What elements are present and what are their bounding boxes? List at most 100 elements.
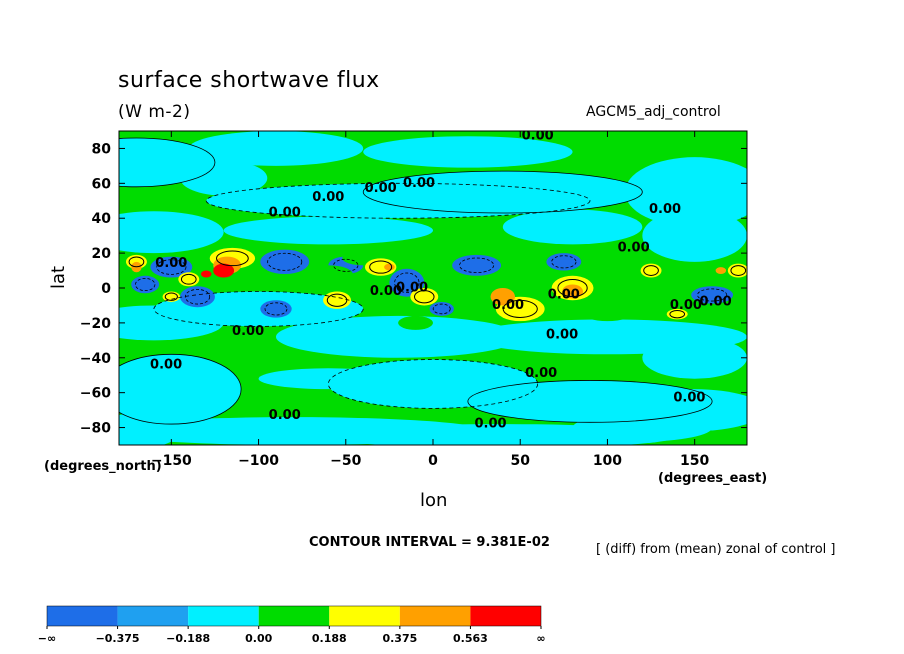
x-tick-label-6: 150 xyxy=(680,453,709,469)
field-red-1 xyxy=(200,270,212,278)
contour-neg-2 xyxy=(333,258,359,272)
colorbar-label-6: 0.563 xyxy=(453,632,488,645)
field-cyan-23 xyxy=(119,413,181,445)
y-tick-label-8: −80 xyxy=(80,421,111,437)
colorbar-swatch-4 xyxy=(329,606,400,626)
contour-label-18: 0.00 xyxy=(673,390,705,405)
colorbar-label-4: 0.188 xyxy=(312,632,347,645)
contour-label-5: 0.00 xyxy=(649,202,681,217)
field-cyan-1 xyxy=(188,131,364,166)
contour-pos-2 xyxy=(180,273,197,285)
contour-label-3: 0.00 xyxy=(403,176,435,191)
y-tick-label-4: 0 xyxy=(101,281,111,297)
contour-label-6: 0.00 xyxy=(618,240,650,255)
field-cyan-9 xyxy=(502,209,643,245)
contour-line-2 xyxy=(119,353,242,425)
field-cyan-24 xyxy=(572,413,713,442)
field-orange-2 xyxy=(490,288,515,306)
contour-neg-5 xyxy=(551,255,577,269)
filled-contours xyxy=(119,131,747,445)
x-tick-label-5: 100 xyxy=(593,453,622,469)
field-orange-5 xyxy=(715,267,727,275)
colorbar-swatch-6 xyxy=(470,606,541,626)
chart-title: surface shortwave flux xyxy=(118,68,380,93)
field-green-0 xyxy=(303,265,353,283)
x-axis-title: lon xyxy=(420,490,448,511)
contour-neg-8 xyxy=(697,288,728,302)
contour-line-3 xyxy=(327,359,539,409)
contour-neg-4 xyxy=(459,257,495,274)
contour-pos-1 xyxy=(128,256,145,268)
colorbar-swatch-1 xyxy=(117,606,189,626)
y-axis-title: lat xyxy=(48,265,69,289)
field-green-3 xyxy=(638,277,681,299)
colorbar-label-1: −0.375 xyxy=(96,632,140,645)
field-cyan-6 xyxy=(180,160,268,196)
contour-neg-0 xyxy=(156,259,187,275)
x-axis-unit: (degrees_east) xyxy=(658,471,768,486)
contour-label-13: 0.00 xyxy=(700,294,732,309)
field-blue-1 xyxy=(260,249,310,275)
contour-lines xyxy=(119,137,747,425)
field-cyan-4 xyxy=(363,171,643,213)
contour-pos-5 xyxy=(414,290,435,304)
contour-pos-10 xyxy=(164,292,178,301)
contour-line-0 xyxy=(119,137,216,188)
colorbar-label-2: −0.188 xyxy=(166,632,210,645)
dataset-label: AGCM5_adj_control xyxy=(586,104,721,120)
field-orange-3 xyxy=(562,284,584,299)
x-tick-label-3: 0 xyxy=(428,453,438,469)
y-tick-label-6: −40 xyxy=(80,351,111,367)
contour-line-5 xyxy=(153,291,364,327)
colorbar: −∞ −0.375 −0.188 0.00 0.188 0.375 0.563 ∞ xyxy=(38,605,546,645)
contour-neg-6 xyxy=(184,288,211,305)
x-tick-label-4: 50 xyxy=(510,453,530,469)
operation-note: [ (diff) from (mean) zonal of control ] xyxy=(596,542,836,557)
y-tick-label-5: −20 xyxy=(80,316,111,332)
contour-line-1 xyxy=(205,182,591,219)
contour-neg-10 xyxy=(134,278,156,292)
contour-label-1: 0.00 xyxy=(312,190,344,205)
field-cyan-7 xyxy=(119,211,224,254)
contour-pos-0 xyxy=(216,250,249,267)
colorbar-swatch-3 xyxy=(258,606,330,626)
contour-labels: 0.00 0.00 0.00 0.00 0.00 0.00 0.00 0.00 0.00 0.00… xyxy=(150,129,732,432)
contour-pos-4 xyxy=(369,260,393,274)
contour-label-15: 0.00 xyxy=(546,328,578,343)
contour-line-4 xyxy=(467,380,713,423)
field-cyan-10 xyxy=(642,209,747,262)
contour-label-14: 0.00 xyxy=(232,324,264,339)
contour-pos-8 xyxy=(643,265,659,276)
y-tick-label-1: 60 xyxy=(92,176,112,192)
y-tick-label-7: −60 xyxy=(80,386,111,402)
field-cyan-2 xyxy=(363,136,573,168)
contour-label-10: 0.00 xyxy=(492,298,524,313)
colorbar-label-5: 0.375 xyxy=(382,632,417,645)
contour-label-0: 0.00 xyxy=(522,129,554,144)
contour-label-8: 0.00 xyxy=(370,284,402,299)
field-red-0 xyxy=(213,263,235,278)
x-axis: −150 −100 −50 0 50 100 150 xyxy=(151,131,710,469)
colorbar-swatch-0 xyxy=(47,606,118,626)
contour-label-4: 0.00 xyxy=(269,205,301,220)
contour-label-7: 0.00 xyxy=(155,256,187,271)
chart-units: (W m-2) xyxy=(118,102,191,122)
colorbar-swatch-2 xyxy=(188,606,259,626)
colorbar-label-3: 0.00 xyxy=(245,632,272,645)
contour-line-6 xyxy=(362,170,643,214)
colorbar-label-0: −∞ xyxy=(38,632,56,645)
field-cyan-15 xyxy=(642,336,747,379)
y-tick-label-3: 20 xyxy=(92,246,112,262)
x-tick-label-1: −100 xyxy=(238,453,279,469)
contour-neg-3 xyxy=(394,272,420,293)
contour-pos-9 xyxy=(730,265,747,276)
field-green-4 xyxy=(398,315,433,330)
field-cyan-8 xyxy=(223,216,433,245)
field-green-2 xyxy=(581,303,634,322)
y-axis: 80 60 40 20 0 −20 −40 −60 −80 xyxy=(80,141,747,437)
colorbar-label-7: ∞ xyxy=(536,632,545,645)
contour-label-11: 0.00 xyxy=(548,287,580,302)
contour-label-17: 0.00 xyxy=(525,366,557,381)
contour-label-20: 0.00 xyxy=(475,417,507,432)
x-tick-label-0: −150 xyxy=(151,453,192,469)
